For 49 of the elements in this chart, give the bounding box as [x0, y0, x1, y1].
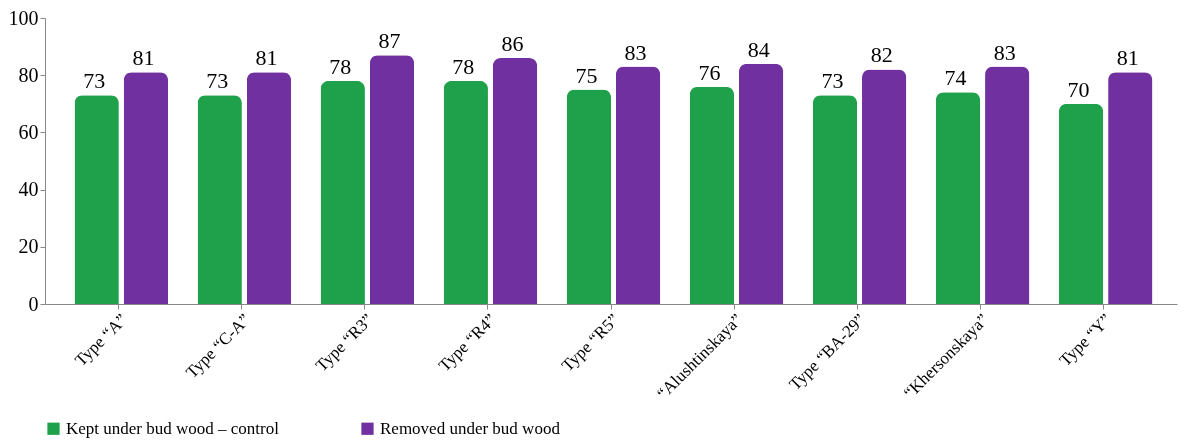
data-label: 84	[747, 36, 770, 62]
data-label: 83	[624, 39, 647, 65]
data-label: 73	[83, 68, 106, 94]
y-tick-label: 80	[18, 63, 39, 86]
data-label: 76	[698, 59, 721, 85]
bar	[1058, 103, 1104, 304]
data-label: 73	[206, 68, 229, 94]
y-tick-label: 60	[18, 120, 39, 143]
x-tick-label: Type “R4”	[434, 310, 500, 376]
bar	[320, 80, 365, 304]
y-tick-label: 100	[8, 6, 39, 29]
data-label: 78	[452, 53, 475, 79]
data-label: 87	[378, 28, 401, 54]
y-tick-label: 20	[18, 235, 39, 258]
bar	[935, 92, 981, 304]
data-label: 75	[575, 62, 598, 88]
y-tick-label: 40	[18, 178, 39, 201]
data-label: 83	[993, 39, 1016, 65]
y-tick-label: 0	[28, 292, 39, 315]
bar	[738, 63, 784, 304]
data-label: 82	[870, 42, 893, 68]
x-tick-label: Type “R5”	[558, 310, 624, 376]
bar	[689, 86, 735, 304]
bar	[246, 72, 292, 304]
data-label: 74	[944, 65, 967, 91]
legend-label: Removed under bud wood	[380, 418, 561, 438]
bar	[985, 66, 1030, 304]
legend-label: Kept under bud wood – control	[66, 418, 280, 438]
data-label: 81	[132, 45, 155, 71]
bar	[492, 58, 538, 304]
data-label: 78	[329, 53, 352, 79]
data-label: 81	[255, 45, 278, 71]
bar	[443, 80, 488, 304]
x-tick-label: Type “A”	[71, 310, 131, 370]
bar	[197, 95, 242, 304]
bar	[812, 95, 858, 304]
bar	[566, 89, 611, 304]
bar	[862, 69, 907, 304]
bar	[369, 55, 415, 304]
data-label: 81	[1116, 45, 1139, 71]
bar	[615, 66, 661, 304]
data-label: 86	[501, 31, 524, 57]
x-tick-label: Type “R3”	[311, 310, 377, 376]
bar	[74, 95, 119, 304]
x-tick-label: Type “Y”	[1055, 310, 1116, 370]
bar	[1108, 72, 1153, 304]
data-label: 70	[1067, 76, 1090, 102]
data-label: 73	[821, 68, 844, 94]
bar	[123, 72, 169, 304]
